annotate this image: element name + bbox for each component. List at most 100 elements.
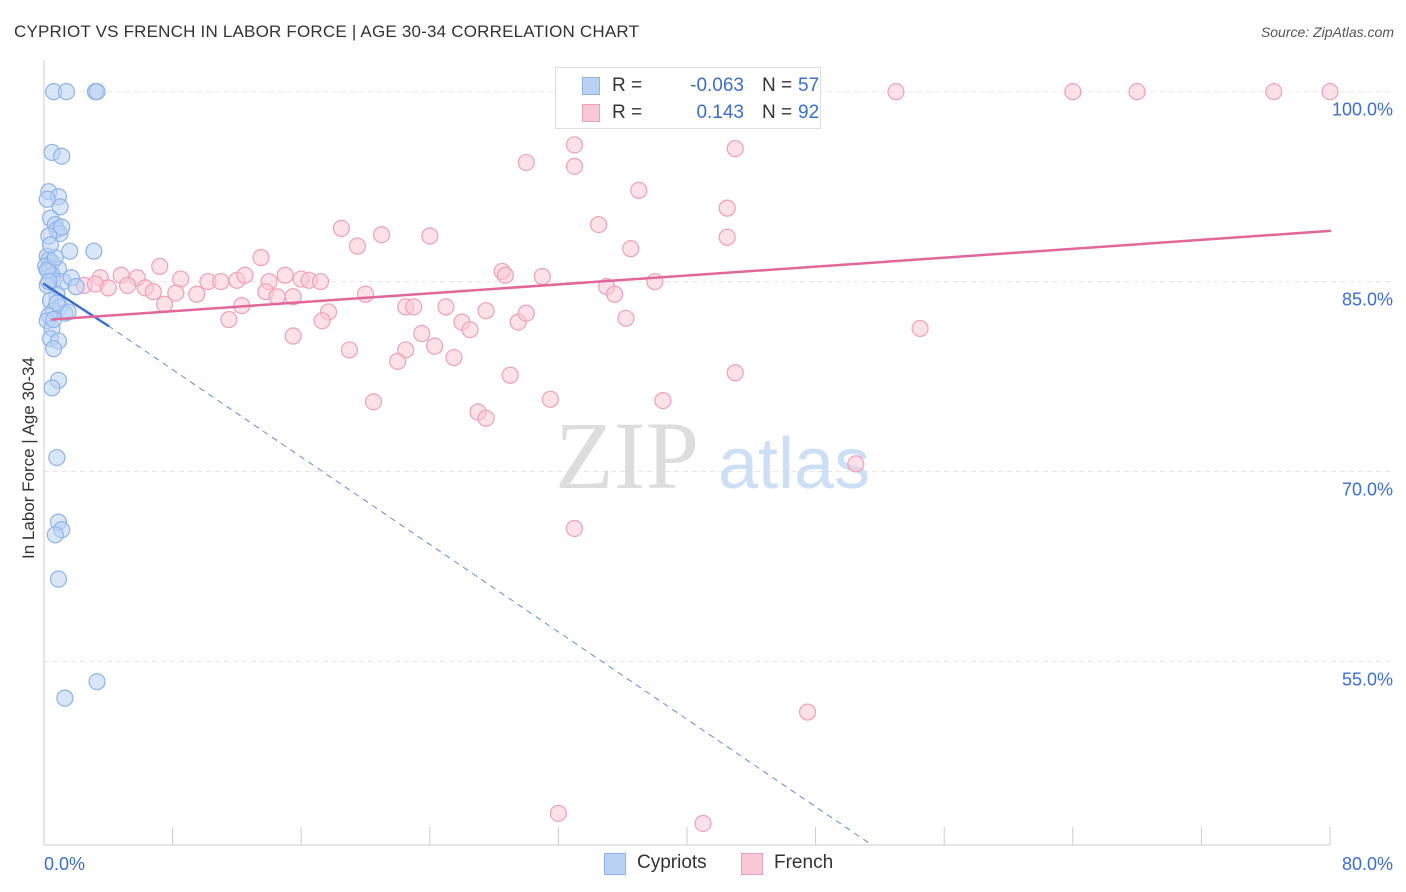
cypriots-point [53, 147, 71, 165]
cypriots-point [45, 340, 63, 358]
french-point [533, 267, 551, 286]
french-point [911, 319, 929, 338]
french-point [437, 298, 455, 316]
french-point [1265, 83, 1283, 101]
legend-r-value: -0.063 [690, 75, 744, 96]
french-point [694, 814, 712, 833]
french-point [372, 226, 391, 244]
french-point [847, 455, 865, 473]
french-point [646, 272, 664, 291]
french-point [284, 288, 302, 306]
x-tick-label-min: 0.0% [44, 854, 85, 874]
cypriots-point [48, 294, 66, 312]
french-point [589, 215, 608, 234]
legend-r-value: 0.143 [696, 102, 744, 123]
chart-title: CYPRIOT VS FRENCH IN LABOR FORCE | AGE 3… [14, 22, 640, 41]
french-point [1321, 83, 1339, 101]
french-point [389, 352, 407, 370]
french-point [151, 257, 169, 275]
french-point [887, 83, 905, 101]
french-point [144, 283, 162, 301]
french-point [313, 312, 331, 330]
cypriots-point [51, 198, 69, 216]
legend-r-label: R = [612, 75, 643, 96]
french-point [565, 136, 584, 154]
french-point [421, 227, 439, 245]
french-point [252, 248, 270, 267]
french-point [426, 337, 444, 355]
french-point [236, 266, 254, 284]
y-tick-label: 100.0% [1332, 100, 1393, 120]
french-point [718, 199, 736, 217]
legend-n-value: 92 [798, 102, 820, 123]
french-point [118, 276, 137, 294]
french-point [726, 140, 744, 158]
french-point [726, 364, 744, 382]
y-tick-label: 55.0% [1342, 669, 1393, 689]
french-point [630, 181, 648, 200]
french-point [155, 295, 174, 313]
french-point [188, 285, 206, 303]
french-point [565, 157, 584, 175]
cypriots-point [46, 526, 64, 544]
french-point [364, 393, 383, 411]
french-point [565, 519, 584, 538]
french-point [220, 310, 238, 329]
french-point [445, 348, 463, 367]
cypriots-point [61, 242, 79, 260]
french-point [501, 366, 519, 384]
cypriots-point [88, 673, 106, 691]
watermark-atlas: atlas [718, 424, 870, 504]
stats-legend: R = -0.063 N = 57 R = 0.143 N = 92 [555, 67, 821, 129]
french-point [541, 390, 559, 408]
french-point [311, 272, 330, 291]
french-point [276, 266, 294, 284]
cypriots-trend-dashed [108, 325, 873, 846]
french-point [340, 341, 359, 359]
cypriots-legend-label: Cypriots [637, 852, 707, 873]
french-point [348, 237, 367, 255]
french-legend-swatch [741, 853, 763, 875]
cypriots-point [67, 278, 85, 296]
french-point [617, 309, 635, 327]
y-tick-labels: 100.0% 85.0% 70.0% 55.0% [1332, 100, 1393, 690]
cypriots-points [37, 83, 106, 707]
y-tick-label: 85.0% [1342, 290, 1393, 310]
french-point [718, 228, 736, 246]
cypriots-point [59, 303, 77, 321]
legend-n-label: N = [762, 75, 793, 96]
french-point [549, 804, 568, 822]
french-point [517, 304, 535, 322]
french-point [477, 409, 495, 427]
french-point [167, 284, 185, 302]
french-point [461, 321, 479, 339]
watermark-zip: ZIP [555, 402, 699, 509]
french-point [212, 272, 230, 291]
french-trend-solid [50, 229, 1332, 321]
legend-n-value: 57 [798, 75, 820, 96]
french-point [405, 298, 423, 316]
cypriots-point [57, 83, 76, 101]
grid-lines [44, 91, 1393, 662]
legend-r-label: R = [612, 102, 643, 123]
cypriots-point [49, 570, 68, 588]
french-point [332, 219, 350, 237]
cypriots-point [88, 83, 106, 101]
legend-n-label: N = [762, 102, 793, 123]
french-legend-label: French [774, 852, 834, 873]
cypriots-point [43, 379, 61, 397]
cypriots-point [85, 242, 103, 260]
french-point [496, 266, 514, 284]
y-tick-label: 70.0% [1342, 479, 1393, 499]
french-point [477, 302, 495, 320]
x-tick-label-max: 80.0% [1342, 854, 1393, 874]
cypriots-point [38, 190, 56, 208]
y-axis-label: In Labor Force | Age 30-34 [19, 357, 38, 559]
cypriots-swatch [582, 77, 600, 95]
french-point [1128, 83, 1146, 101]
french-point [413, 324, 431, 343]
cypriots-point [56, 689, 74, 707]
french-point [606, 285, 624, 303]
cypriots-point [48, 448, 66, 467]
